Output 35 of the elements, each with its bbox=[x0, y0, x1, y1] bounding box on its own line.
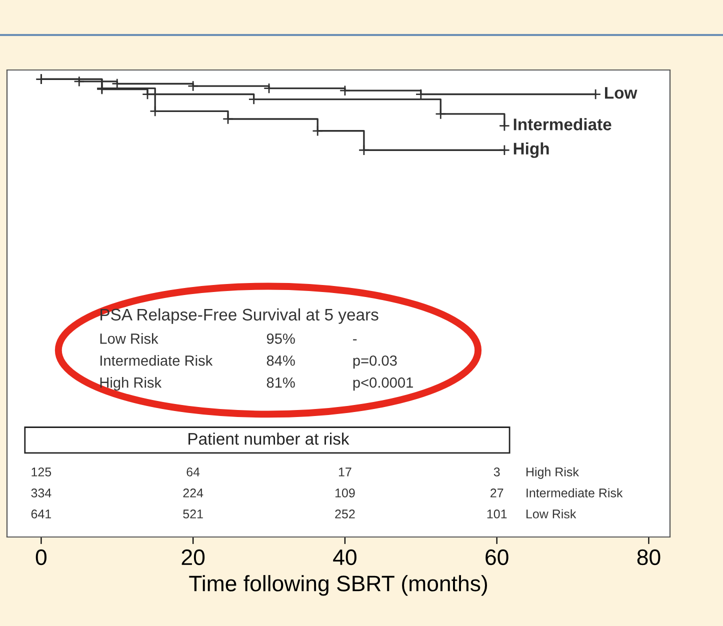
annotation: 101 bbox=[487, 510, 507, 518]
x-tick-label: 20 bbox=[182, 549, 205, 566]
annotation: Intermediate Risk bbox=[526, 488, 623, 498]
series-label: Low bbox=[605, 87, 638, 99]
annotation: 27 bbox=[490, 488, 504, 498]
annotation: 95% bbox=[266, 334, 295, 344]
annotation: Intermediate Risk bbox=[100, 355, 213, 366]
x-tick-label: 0 bbox=[36, 549, 46, 566]
x-tick-label: 40 bbox=[333, 549, 356, 566]
annotation: 64 bbox=[186, 468, 200, 476]
annotation: Patient number at risk bbox=[188, 432, 350, 445]
annotation: p=0.03 bbox=[353, 355, 397, 369]
annotation: 252 bbox=[335, 510, 355, 518]
annotation: 521 bbox=[183, 510, 203, 518]
annotation: - bbox=[353, 339, 357, 340]
annotation: Low Risk bbox=[100, 333, 158, 344]
annotation: 334 bbox=[31, 488, 52, 498]
series-label: High bbox=[514, 142, 549, 158]
annotation: PSA Relapse-Free Survival at 5 years bbox=[100, 308, 378, 324]
annotation: 3 bbox=[494, 468, 500, 476]
annotation: p<0.0001 bbox=[353, 377, 413, 391]
annotation: 109 bbox=[335, 488, 355, 498]
annotation: 641 bbox=[31, 510, 51, 518]
x-axis-title: Time following SBRT (months) bbox=[189, 575, 487, 596]
x-tick-label: 60 bbox=[486, 549, 508, 566]
annotation: 84% bbox=[266, 355, 295, 366]
x-tick-label: 80 bbox=[637, 549, 660, 566]
annotation: Low Risk bbox=[526, 509, 576, 518]
annotation: High Risk bbox=[100, 377, 162, 391]
annotation: 17 bbox=[338, 468, 352, 476]
annotation: High Risk bbox=[526, 467, 579, 479]
series-label: Intermediate bbox=[514, 118, 612, 130]
annotation: 81% bbox=[266, 377, 295, 388]
annotation: 125 bbox=[32, 468, 52, 476]
annotation: 224 bbox=[183, 488, 204, 498]
